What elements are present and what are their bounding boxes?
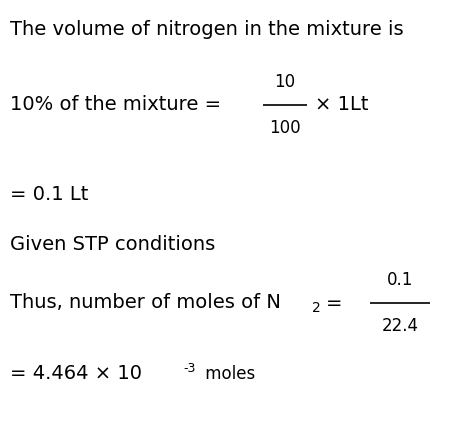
Text: = 0.1 Lt: = 0.1 Lt: [10, 185, 88, 204]
Text: The volume of nitrogen in the mixture is: The volume of nitrogen in the mixture is: [10, 20, 404, 39]
Text: Thus, number of moles of N: Thus, number of moles of N: [10, 294, 281, 313]
Text: 0.1: 0.1: [387, 271, 413, 289]
Text: moles: moles: [200, 365, 255, 383]
Text: 100: 100: [269, 119, 301, 137]
Text: × 1Lt: × 1Lt: [315, 96, 368, 114]
Text: 22.4: 22.4: [382, 317, 419, 335]
Text: =: =: [326, 294, 343, 313]
Text: -3: -3: [183, 362, 195, 375]
Text: 10% of the mixture =: 10% of the mixture =: [10, 96, 221, 114]
Text: Given STP conditions: Given STP conditions: [10, 235, 215, 254]
Text: 2: 2: [312, 301, 321, 315]
Text: 10: 10: [274, 73, 296, 91]
Text: = 4.464 × 10: = 4.464 × 10: [10, 364, 142, 383]
